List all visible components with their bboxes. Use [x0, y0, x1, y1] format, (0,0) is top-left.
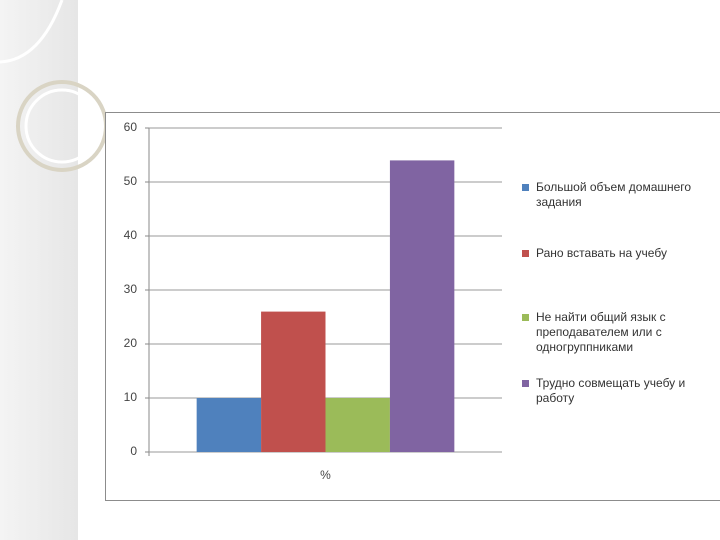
legend-label: Трудно совмещать учебу и работу: [536, 376, 686, 405]
bar: [196, 398, 262, 452]
legend-swatch: [522, 250, 529, 257]
decoration: [24, 88, 100, 164]
legend-item: Не найти общий язык с преподавателем или…: [522, 310, 701, 355]
y-tick-label: 50: [124, 174, 138, 188]
legend-label: Большой объем домашнего задания: [536, 180, 692, 209]
bar: [389, 160, 455, 452]
legend-swatch: [522, 184, 529, 191]
bar: [261, 311, 326, 452]
y-tick-label: 0: [130, 444, 137, 458]
legend-label: Не найти общий язык с преподавателем или…: [536, 310, 666, 354]
decoration: [0, 0, 64, 64]
y-tick-label: 40: [124, 228, 138, 242]
y-tick-label: 30: [124, 282, 138, 296]
y-tick-label: 10: [124, 390, 138, 404]
bar: [325, 398, 390, 452]
x-tick-label: %: [320, 468, 331, 482]
legend-swatch: [522, 314, 529, 321]
legend-item: Трудно совмещать учебу и работу: [522, 376, 701, 406]
y-tick-label: 20: [124, 336, 138, 350]
legend-item: Большой объем домашнего задания: [522, 180, 701, 210]
legend-label: Рано вставать на учебу: [536, 246, 667, 260]
y-tick-label: 60: [124, 120, 138, 134]
legend-swatch: [522, 380, 529, 387]
legend-item: Рано вставать на учебу: [522, 246, 701, 261]
